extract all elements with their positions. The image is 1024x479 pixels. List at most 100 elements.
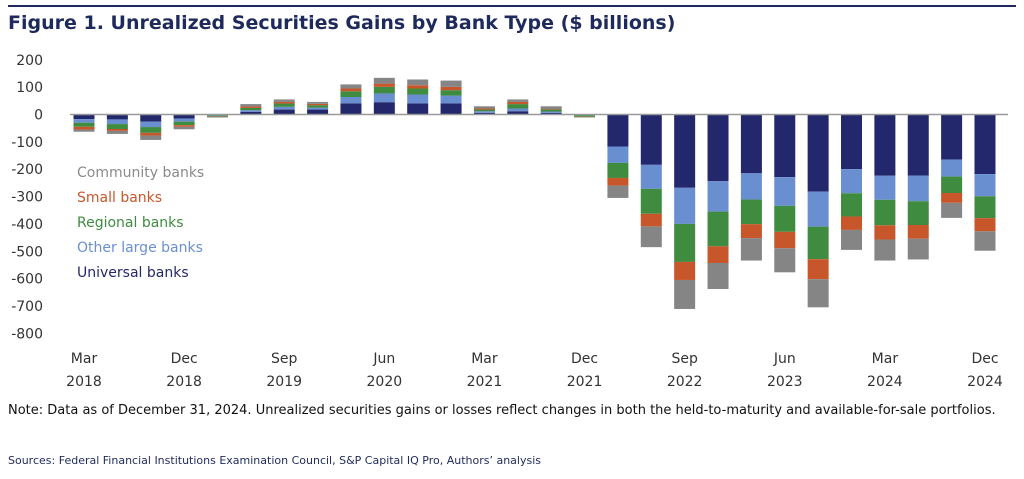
bar-segment-universal-banks — [974, 114, 996, 175]
y-tick-label: 0 — [34, 108, 43, 124]
bar-segment-other-large-banks — [607, 146, 629, 163]
bar-segment-regional-banks — [73, 122, 95, 127]
y-tick-label: -800 — [11, 326, 43, 342]
bar-segment-community-banks — [307, 101, 329, 104]
bar-segment-small-banks — [473, 108, 495, 110]
bar-segment-other-large-banks — [807, 191, 829, 227]
bar-segment-community-banks — [173, 126, 195, 130]
bar-segment-community-banks — [874, 239, 896, 261]
bar-segment-regional-banks — [173, 121, 195, 126]
bar-segment-other-large-banks — [73, 119, 95, 123]
bar-segment-other-large-banks — [640, 164, 662, 189]
bar-segment-small-banks — [273, 101, 295, 104]
y-tick-label: -200 — [11, 162, 43, 178]
bar-segment-universal-banks — [307, 109, 329, 115]
bar-segment-other-large-banks — [140, 121, 162, 128]
bar-segment-regional-banks — [206, 115, 228, 117]
bar-segment-community-banks — [240, 104, 262, 107]
bar-segment-other-large-banks — [473, 111, 495, 113]
bar-segment-universal-banks — [707, 114, 729, 182]
bar-segment-other-large-banks — [674, 187, 696, 224]
bar-segment-regional-banks — [807, 226, 829, 260]
bar-segment-community-banks — [707, 263, 729, 289]
bar-segment-community-banks — [206, 116, 228, 118]
bar-segment-small-banks — [440, 86, 462, 91]
bar-segment-universal-banks — [674, 114, 696, 188]
x-tick-year: 2023 — [767, 374, 803, 390]
bar-segment-other-large-banks — [440, 95, 462, 104]
x-tick-month: Mar — [872, 351, 899, 367]
bar-segment-community-banks — [907, 238, 929, 260]
x-tick-year: 2024 — [867, 374, 903, 390]
legend: Community banks Small banks Regional banks… — [77, 161, 204, 286]
x-tick-month: Jun — [372, 351, 395, 367]
bar-segment-other-large-banks — [407, 94, 429, 104]
bar-segment-small-banks — [340, 88, 362, 92]
bar-segment-regional-banks — [540, 109, 562, 112]
bar-segment-other-large-banks — [540, 111, 562, 113]
bar-segment-community-banks — [473, 106, 495, 109]
x-tick-month: Sep — [671, 351, 698, 367]
bar-segment-community-banks — [807, 279, 829, 308]
bar-segment-regional-banks — [841, 193, 863, 217]
bar-segment-other-large-banks — [740, 173, 762, 200]
bar-segment-small-banks — [540, 109, 562, 110]
x-tick-year: 2018 — [66, 374, 102, 390]
bar-segment-other-large-banks — [707, 181, 729, 212]
bar-segment-universal-banks — [807, 114, 829, 192]
bar-segment-universal-banks — [774, 114, 796, 178]
bar-segment-small-banks — [73, 126, 95, 130]
bar-segment-universal-banks — [507, 111, 529, 115]
y-tick-label: -400 — [11, 217, 43, 233]
bar-segment-small-banks — [907, 224, 929, 239]
x-tick-month: Mar — [71, 351, 98, 367]
bar-segment-universal-banks — [874, 114, 896, 176]
legend-item: Small banks — [77, 190, 163, 206]
bar-segment-community-banks — [440, 80, 462, 87]
bar-segment-universal-banks — [941, 114, 963, 160]
bar-segment-small-banks — [307, 103, 329, 106]
bar-segment-universal-banks — [540, 112, 562, 115]
bar-segment-universal-banks — [640, 114, 662, 165]
bar-segment-other-large-banks — [941, 159, 963, 177]
bar-segment-small-banks — [240, 106, 262, 108]
stacked-bar-chart: 200 100 0 -100 -200 -300 -400 -500 -600 -700 -800 M… — [11, 53, 1008, 390]
y-tick-label: -100 — [11, 135, 43, 151]
bar-segment-small-banks — [774, 231, 796, 249]
x-tick-year: 2019 — [266, 374, 302, 390]
bar-segment-small-banks — [373, 83, 395, 87]
bar-segment-regional-banks — [907, 201, 929, 225]
bar-segment-small-banks — [507, 101, 529, 105]
bar-segment-universal-banks — [740, 114, 762, 174]
x-tick-month: Dec — [971, 351, 998, 367]
bar-segment-small-banks — [874, 225, 896, 240]
bar-segment-regional-banks — [640, 188, 662, 214]
bar-segment-universal-banks — [106, 114, 128, 120]
bar-segment-universal-banks — [841, 114, 863, 170]
legend-item: Community banks — [77, 165, 205, 181]
bar-segment-small-banks — [607, 177, 629, 186]
bar-segment-other-large-banks — [507, 108, 529, 112]
bar-segment-other-large-banks — [307, 107, 329, 110]
bar-segment-small-banks — [173, 125, 195, 127]
bar-segment-other-large-banks — [974, 174, 996, 197]
x-tick-year: 2018 — [166, 374, 202, 390]
bar-segment-small-banks — [740, 224, 762, 239]
x-tick-year: 2024 — [967, 374, 1003, 390]
bar-segment-other-large-banks — [841, 169, 863, 194]
x-tick-month: Dec — [571, 351, 598, 367]
bar-segment-other-large-banks — [907, 175, 929, 202]
title-rule — [8, 5, 1016, 7]
bar-segment-regional-banks — [674, 223, 696, 262]
bar-segment-universal-banks — [440, 103, 462, 115]
y-tick-label: -700 — [11, 299, 43, 315]
bar-segment-other-large-banks — [273, 106, 295, 110]
bar-segment-community-banks — [407, 79, 429, 86]
bar-segment-other-large-banks — [774, 177, 796, 206]
bar-segment-regional-banks — [140, 127, 162, 133]
y-tick-label: -600 — [11, 272, 43, 288]
bar-segment-regional-banks — [106, 124, 128, 129]
bar-segment-small-banks — [841, 216, 863, 230]
bar-segment-community-banks — [607, 185, 629, 198]
bar-segment-small-banks — [106, 128, 128, 131]
